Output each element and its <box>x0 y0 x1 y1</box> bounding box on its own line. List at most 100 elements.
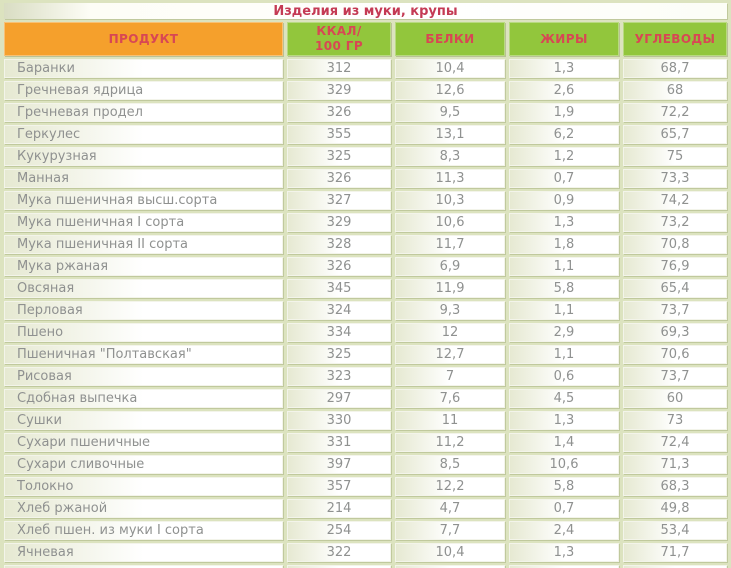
kcal-cell: 324 <box>287 301 391 320</box>
fat-cell: 4,5 <box>509 389 619 408</box>
carbs-cell: 68,7 <box>623 59 727 78</box>
fat-cell: 0,7 <box>509 169 619 188</box>
kcal-cell: 312 <box>287 59 391 78</box>
protein-cell: 11 <box>395 411 505 430</box>
fat-cell: 0,9 <box>509 191 619 210</box>
product-cell: Гречневая продел <box>4 103 283 122</box>
kcal-cell: 330 <box>287 411 391 430</box>
product-cell: Гречневая ядрица <box>4 81 283 100</box>
nutrition-table: Изделия из муки, крупы ПРОДУКТ ККАЛ/ 100… <box>4 3 727 568</box>
protein-cell: 11,7 <box>395 235 505 254</box>
kcal-cell: 334 <box>287 323 391 342</box>
product-cell: Рисовая <box>4 367 283 386</box>
product-cell: Сдобная выпечка <box>4 389 283 408</box>
table-row-partial-cell <box>287 565 391 568</box>
kcal-cell: 323 <box>287 367 391 386</box>
product-cell: Пшеничная "Полтавская" <box>4 345 283 364</box>
fat-cell: 1,1 <box>509 301 619 320</box>
fat-cell: 1,3 <box>509 411 619 430</box>
kcal-cell: 322 <box>287 543 391 562</box>
kcal-cell: 355 <box>287 125 391 144</box>
kcal-cell: 326 <box>287 257 391 276</box>
kcal-cell: 214 <box>287 499 391 518</box>
protein-cell: 11,9 <box>395 279 505 298</box>
protein-cell: 12 <box>395 323 505 342</box>
carbs-cell: 73,7 <box>623 301 727 320</box>
product-cell: Сухари сливочные <box>4 455 283 474</box>
protein-cell: 12,6 <box>395 81 505 100</box>
fat-cell: 5,8 <box>509 477 619 496</box>
table-row-partial-cell <box>395 565 505 568</box>
fat-cell: 6,2 <box>509 125 619 144</box>
fat-cell: 5,8 <box>509 279 619 298</box>
carbs-cell: 68 <box>623 81 727 100</box>
fat-cell: 1,8 <box>509 235 619 254</box>
fat-cell: 10,6 <box>509 455 619 474</box>
protein-cell: 10,4 <box>395 543 505 562</box>
protein-cell: 9,3 <box>395 301 505 320</box>
kcal-cell: 325 <box>287 147 391 166</box>
protein-cell: 10,3 <box>395 191 505 210</box>
kcal-cell: 327 <box>287 191 391 210</box>
protein-cell: 10,4 <box>395 59 505 78</box>
column-header-protein: БЕЛКИ <box>395 22 505 56</box>
table-row-partial-cell <box>4 565 283 568</box>
protein-cell: 13,1 <box>395 125 505 144</box>
carbs-cell: 71,7 <box>623 543 727 562</box>
product-cell: Мука пшеничная I сорта <box>4 213 283 232</box>
protein-cell: 10,6 <box>395 213 505 232</box>
protein-cell: 7,6 <box>395 389 505 408</box>
kcal-cell: 326 <box>287 103 391 122</box>
product-cell: Геркулес <box>4 125 283 144</box>
product-cell: Толокно <box>4 477 283 496</box>
product-cell: Баранки <box>4 59 283 78</box>
protein-cell: 11,3 <box>395 169 505 188</box>
protein-cell: 9,5 <box>395 103 505 122</box>
kcal-cell: 331 <box>287 433 391 452</box>
carbs-cell: 71,3 <box>623 455 727 474</box>
carbs-cell: 75 <box>623 147 727 166</box>
carbs-cell: 72,2 <box>623 103 727 122</box>
kcal-cell: 329 <box>287 213 391 232</box>
fat-cell: 1,1 <box>509 345 619 364</box>
table-row-partial-cell <box>623 565 727 568</box>
column-header-kcal: ККАЛ/ 100 ГР <box>287 22 391 56</box>
protein-cell: 8,5 <box>395 455 505 474</box>
fat-cell: 0,6 <box>509 367 619 386</box>
carbs-cell: 69,3 <box>623 323 727 342</box>
kcal-cell: 326 <box>287 169 391 188</box>
product-cell: Хлеб пшен. из муки I сорта <box>4 521 283 540</box>
protein-cell: 12,2 <box>395 477 505 496</box>
carbs-cell: 76,9 <box>623 257 727 276</box>
kcal-cell: 397 <box>287 455 391 474</box>
fat-cell: 0,7 <box>509 499 619 518</box>
fat-cell: 2,9 <box>509 323 619 342</box>
column-header-carbs: УГЛЕВОДЫ <box>623 22 727 56</box>
product-cell: Хлеб ржаной <box>4 499 283 518</box>
table-row-partial-cell <box>509 565 619 568</box>
carbs-cell: 65,7 <box>623 125 727 144</box>
column-header-fat: ЖИРЫ <box>509 22 619 56</box>
fat-cell: 1,1 <box>509 257 619 276</box>
protein-cell: 7 <box>395 367 505 386</box>
fat-cell: 1,4 <box>509 433 619 452</box>
product-cell: Овсяная <box>4 279 283 298</box>
kcal-cell: 328 <box>287 235 391 254</box>
product-cell: Сухари пшеничные <box>4 433 283 452</box>
carbs-cell: 49,8 <box>623 499 727 518</box>
protein-cell: 4,7 <box>395 499 505 518</box>
fat-cell: 2,6 <box>509 81 619 100</box>
product-cell: Мука ржаная <box>4 257 283 276</box>
table-title: Изделия из муки, крупы <box>4 3 727 19</box>
fat-cell: 1,3 <box>509 59 619 78</box>
kcal-cell: 297 <box>287 389 391 408</box>
kcal-cell: 345 <box>287 279 391 298</box>
protein-cell: 11,2 <box>395 433 505 452</box>
carbs-cell: 70,6 <box>623 345 727 364</box>
carbs-cell: 73,7 <box>623 367 727 386</box>
kcal-cell: 357 <box>287 477 391 496</box>
product-cell: Манная <box>4 169 283 188</box>
product-cell: Мука пшеничная высш.сорта <box>4 191 283 210</box>
fat-cell: 1,3 <box>509 213 619 232</box>
